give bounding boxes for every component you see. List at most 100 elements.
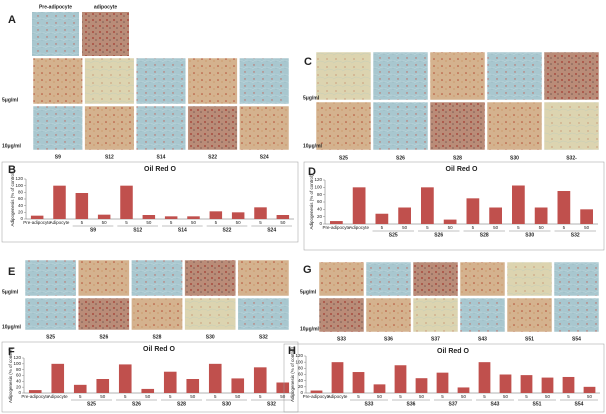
micrograph bbox=[506, 297, 553, 333]
micrograph bbox=[84, 57, 135, 105]
x-tick-label: 50 bbox=[461, 394, 467, 399]
column-label: S51 bbox=[525, 336, 534, 342]
group-label: S54 bbox=[575, 401, 584, 407]
bar bbox=[187, 216, 200, 219]
micrograph bbox=[135, 105, 187, 151]
panel-letter: B bbox=[8, 164, 16, 176]
bar bbox=[186, 379, 200, 393]
x-tick-label: 50 bbox=[419, 394, 425, 399]
bar bbox=[562, 376, 575, 393]
micrograph bbox=[135, 57, 187, 105]
column-label: S12 bbox=[105, 154, 114, 160]
y-tick-label: 100 bbox=[295, 359, 303, 364]
x-tick-label: 5 bbox=[214, 394, 217, 399]
group-label: S28 bbox=[480, 232, 489, 238]
micrograph bbox=[372, 51, 429, 101]
bar bbox=[373, 384, 386, 393]
micrograph bbox=[486, 51, 543, 101]
group-label: S26 bbox=[434, 232, 443, 238]
x-tick-label: 50 bbox=[190, 394, 196, 399]
x-tick-label: 50 bbox=[102, 220, 108, 225]
x-tick-label: Adipocyte bbox=[48, 394, 68, 399]
x-tick-label: 50 bbox=[146, 220, 152, 225]
micrograph bbox=[553, 261, 600, 297]
micrograph bbox=[32, 105, 83, 151]
micrograph bbox=[506, 261, 553, 297]
y-axis-label: Adipogenesis (% of control) bbox=[8, 347, 13, 403]
x-tick-label: 50 bbox=[448, 225, 454, 230]
bar bbox=[231, 378, 245, 393]
y-tick-label: 20 bbox=[298, 384, 304, 389]
micrograph bbox=[372, 101, 429, 151]
group-label: S24 bbox=[267, 227, 276, 233]
x-tick-label: 50 bbox=[100, 394, 106, 399]
x-tick-label: 50 bbox=[584, 225, 590, 230]
x-tick-label: 5 bbox=[81, 220, 84, 225]
column-label: S9 bbox=[55, 154, 61, 160]
y-tick-label: 20 bbox=[16, 384, 22, 389]
bar bbox=[163, 371, 177, 393]
column-label: S26 bbox=[396, 155, 405, 161]
x-tick-label: 50 bbox=[587, 394, 593, 399]
micrograph bbox=[187, 57, 238, 105]
panel-letter: F bbox=[8, 346, 15, 358]
y-tick-label: 80 bbox=[18, 190, 24, 195]
bar bbox=[436, 372, 449, 393]
y-tick-label: 0 bbox=[300, 390, 303, 395]
bar bbox=[457, 387, 470, 393]
group-label: S26 bbox=[132, 401, 141, 407]
x-tick-label: 5 bbox=[525, 394, 528, 399]
micrograph bbox=[184, 297, 237, 331]
group-label: S51 bbox=[533, 401, 542, 407]
x-tick-label: 5 bbox=[215, 220, 218, 225]
group-label: S22 bbox=[223, 227, 232, 233]
y-tick-label: 40 bbox=[298, 378, 304, 383]
micrograph bbox=[237, 297, 290, 331]
column-label: S26 bbox=[99, 334, 108, 340]
bar bbox=[520, 375, 533, 393]
bar bbox=[53, 185, 66, 219]
bar bbox=[489, 207, 502, 224]
row-label: 10μg/ml bbox=[2, 324, 22, 330]
x-tick-label: 5 bbox=[563, 225, 566, 230]
x-tick-label: 5 bbox=[426, 225, 429, 230]
y-tick-label: 80 bbox=[298, 366, 304, 371]
y-tick-label: 120 bbox=[13, 355, 21, 360]
y-tick-label: 40 bbox=[16, 379, 22, 384]
column-label: S14 bbox=[157, 154, 166, 160]
chart-title: Oil Red O bbox=[143, 346, 175, 353]
bar bbox=[466, 198, 480, 224]
bar bbox=[352, 187, 366, 224]
bar bbox=[534, 207, 548, 224]
bar bbox=[557, 191, 571, 224]
bar bbox=[583, 386, 596, 393]
bar bbox=[118, 364, 132, 393]
x-tick-label: 5 bbox=[441, 394, 444, 399]
bar bbox=[375, 213, 389, 224]
chart-frame bbox=[1, 341, 299, 413]
bar bbox=[478, 362, 491, 393]
column-label: S25 bbox=[339, 155, 348, 161]
x-tick-label: 5 bbox=[567, 394, 570, 399]
row-label: 5μg/ml bbox=[2, 97, 19, 103]
panel-letter: G bbox=[303, 264, 312, 276]
y-tick-label: 40 bbox=[317, 207, 323, 212]
y-tick-label: 60 bbox=[298, 372, 304, 377]
y-tick-label: 120 bbox=[314, 177, 322, 182]
group-label: S30 bbox=[222, 401, 231, 407]
micrograph bbox=[412, 261, 459, 297]
chart-title: Oil Red O bbox=[437, 348, 469, 355]
y-tick-label: 80 bbox=[16, 367, 22, 372]
micrograph bbox=[365, 297, 412, 333]
column-label: S22 bbox=[208, 154, 217, 160]
micrograph bbox=[187, 105, 238, 151]
y-tick-label: 120 bbox=[295, 353, 303, 358]
bar bbox=[512, 185, 525, 224]
bar bbox=[394, 365, 407, 393]
y-tick-label: 40 bbox=[18, 203, 24, 208]
micrograph bbox=[553, 297, 600, 333]
column-label: S37 bbox=[431, 336, 440, 342]
group-label: S30 bbox=[525, 232, 534, 238]
x-tick-label: Adipocyte bbox=[328, 394, 348, 399]
